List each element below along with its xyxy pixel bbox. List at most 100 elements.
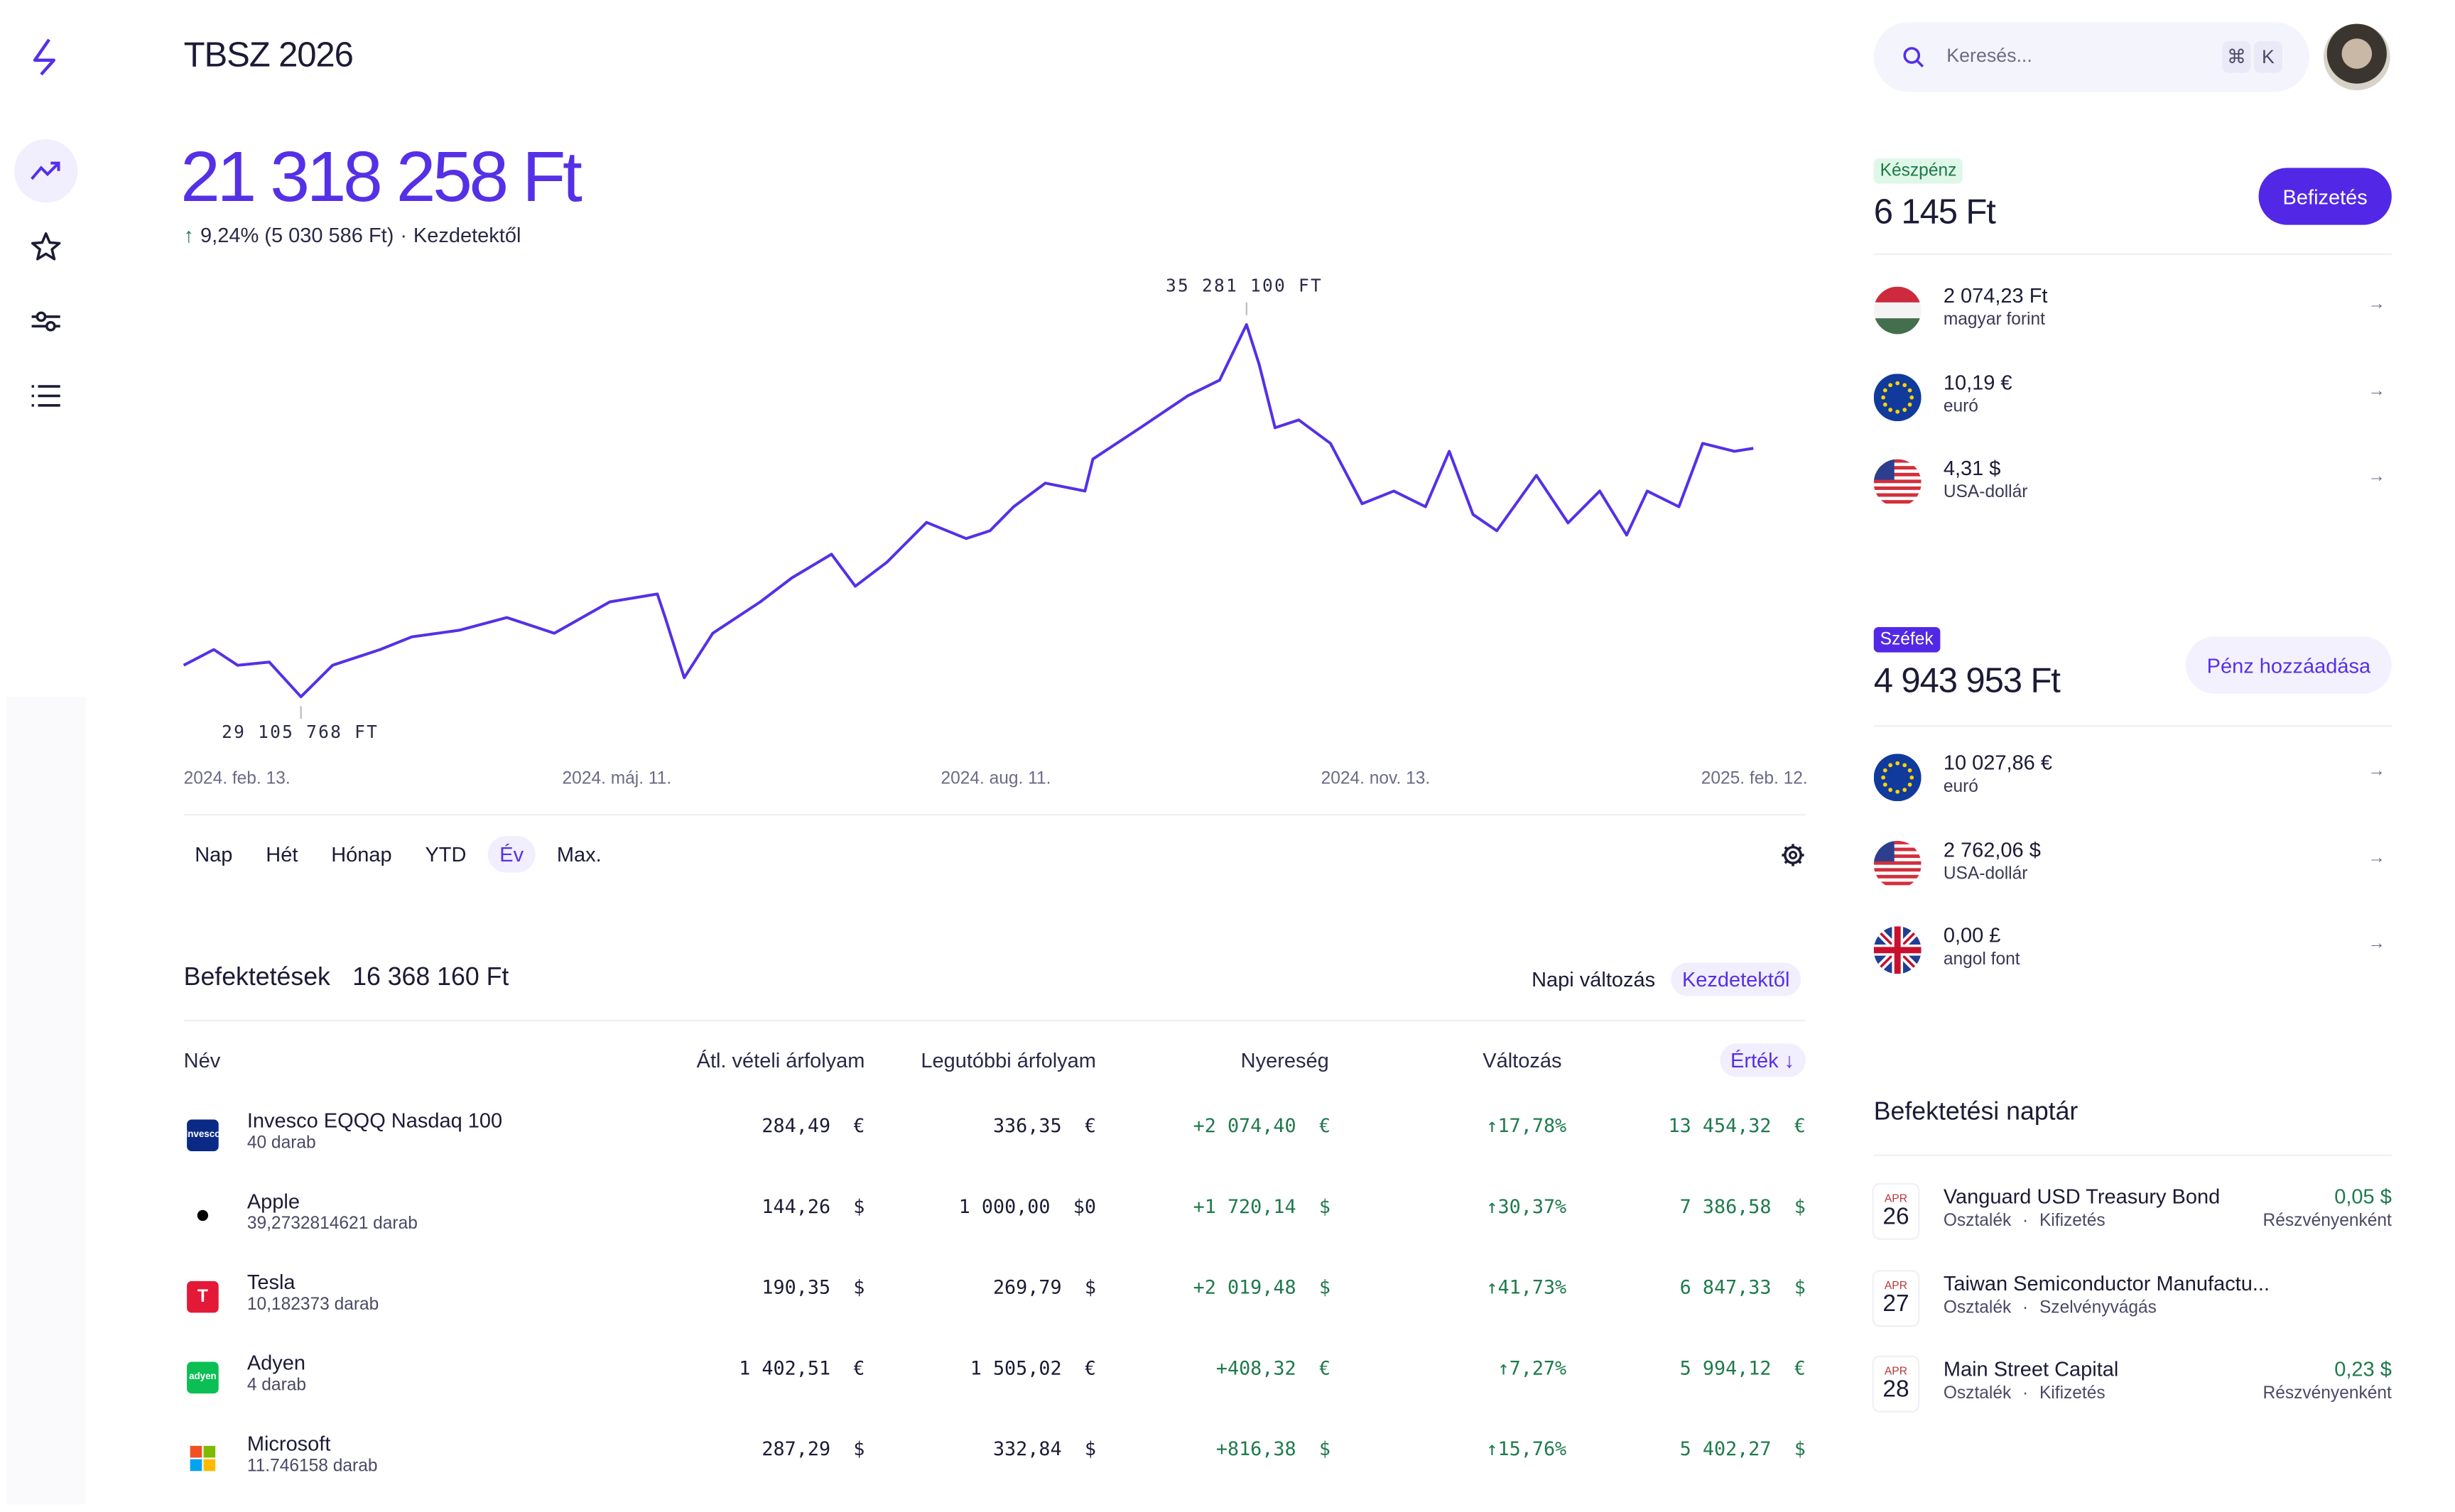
col-header-change[interactable]: Változás — [1483, 1048, 1562, 1072]
us-flag-icon — [1873, 459, 1922, 507]
apple-logo: ● — [195, 1202, 211, 1229]
search-placeholder: Keresés... — [1946, 44, 2032, 67]
tab-day[interactable]: Nap — [195, 842, 233, 866]
nav-star-icon[interactable] — [14, 215, 77, 278]
avg-price: 144,26 $ — [762, 1195, 865, 1218]
divider — [1873, 725, 2392, 727]
col-header-gain[interactable]: Nyereség — [1240, 1048, 1329, 1072]
divider — [1873, 253, 2392, 255]
table-row[interactable]: Invesco Invesco EQQQ Nasdaq 100 40 darab… — [184, 1108, 1806, 1190]
currency-row[interactable]: 2 762,06 $ USA-dollár → — [1873, 834, 2392, 897]
calendar-title: Befektetési naptár — [1873, 1099, 2079, 1126]
event-amount: 0,23 $ — [2334, 1356, 2392, 1381]
holding-name: Microsoft — [246, 1431, 331, 1456]
currency-row[interactable]: 0,00 £ angol font → — [1873, 920, 2392, 983]
company-logo-icon: ● — [187, 1200, 219, 1232]
event-day: 28 — [1882, 1376, 1909, 1403]
col-header-last-price[interactable]: Legutóbbi árfolyam — [921, 1048, 1096, 1072]
holding-value: 13 454,32 € — [1668, 1114, 1806, 1137]
chart-settings-gear-icon[interactable] — [1780, 842, 1806, 876]
event-category: Osztalék — [1943, 1298, 2012, 1317]
nav-sliders-icon[interactable] — [14, 290, 77, 353]
toggle-daily-change[interactable]: Napi változás — [1532, 967, 1656, 991]
event-kind: Kifizetés — [2039, 1383, 2106, 1403]
event-month: APR — [1884, 1280, 1908, 1292]
holding-quantity: 39,2732814621 darab — [246, 1214, 418, 1234]
last-price: 1 000,00 $0 — [958, 1195, 1096, 1218]
company-logo-icon — [187, 1442, 219, 1474]
table-row[interactable]: Microsoft 11.746158 darab 287,29 $ 332,8… — [184, 1432, 1806, 1512]
change-percent: ↑17,78% — [1486, 1114, 1567, 1137]
change-period: Kezdetektől — [413, 223, 521, 247]
table-row[interactable]: ● Apple 39,2732814621 darab 144,26 $ 1 0… — [184, 1190, 1806, 1271]
vaults-amount: 4 943 953 Ft — [1873, 660, 2061, 700]
currency-row[interactable]: 4,31 $ USA-dollár → — [1873, 453, 2392, 516]
table-row[interactable]: adyen Adyen 4 darab 1 402,51 € 1 505,02 … — [184, 1351, 1806, 1432]
deposit-button[interactable]: Befizetés — [2258, 168, 2392, 225]
event-name: Main Street Capital — [1943, 1356, 2119, 1381]
currency-row[interactable]: 2 074,23 Ft magyar forint → — [1873, 281, 2392, 344]
company-logo-icon: adyen — [187, 1361, 219, 1394]
logo-bolt-icon[interactable] — [14, 26, 77, 89]
us-flag-icon — [1873, 839, 1922, 888]
range-tabs: Nap Hét Hónap YTD Év Max. — [184, 836, 624, 873]
calendar-event[interactable]: APR 28 Main Street Capital Osztalék · Ki… — [1874, 1357, 2392, 1420]
tab-year[interactable]: Év — [488, 836, 535, 873]
divider — [183, 1019, 1806, 1022]
sidebar-background — [6, 697, 86, 1505]
arrow-right-icon: → — [2368, 294, 2385, 314]
holding-name: Adyen — [246, 1350, 306, 1375]
currency-name: euró — [1943, 396, 1978, 416]
investments-header: Befektetések 16 368 160 Ft — [184, 964, 509, 993]
shortcut-k-key: K — [2253, 40, 2282, 73]
tab-ytd[interactable]: YTD — [425, 842, 467, 866]
currency-name: magyar forint — [1943, 310, 2045, 330]
currency-name: USA-dollár — [1943, 483, 2028, 502]
vaults-badge: Széfek — [1873, 626, 1940, 653]
col-header-value-sorted[interactable]: Érték ↓ — [1719, 1043, 1806, 1077]
nav-list-icon[interactable] — [14, 364, 77, 428]
portfolio-chart[interactable] — [0, 0, 1821, 760]
calendar-event[interactable]: APR 26 Vanguard USD Treasury Bond Osztal… — [1874, 1185, 2392, 1248]
calendar-event[interactable]: APR 27 Taiwan Semiconductor Manufactu...… — [1874, 1271, 2392, 1334]
gain: +408,32 € — [1215, 1356, 1331, 1380]
holding-name: Invesco EQQQ Nasdaq 100 — [246, 1108, 503, 1133]
nav-portfolio-trend-icon[interactable] — [14, 139, 78, 203]
last-price: 332,84 $ — [992, 1437, 1096, 1460]
event-month: APR — [1884, 1194, 1908, 1205]
holding-quantity: 40 darab — [246, 1133, 316, 1153]
x-tick-label: 2025. feb. 12. — [1701, 769, 1808, 789]
event-kind: Szelvényvágás — [2039, 1298, 2157, 1317]
col-header-avg-price[interactable]: Átl. vételi árfolyam — [696, 1048, 865, 1072]
holding-value: 5 994,12 € — [1679, 1356, 1806, 1380]
currency-row[interactable]: 10 027,86 € euró → — [1873, 747, 2392, 810]
separator: · — [400, 223, 407, 247]
add-money-button[interactable]: Pénz hozzáadása — [2185, 636, 2392, 694]
tab-week[interactable]: Hét — [266, 842, 298, 866]
search-input[interactable]: Keresés... ⌘ K — [1873, 22, 2309, 92]
user-avatar[interactable] — [2323, 23, 2390, 91]
tab-month[interactable]: Hónap — [331, 842, 392, 866]
last-price: 269,79 $ — [992, 1276, 1096, 1299]
currency-balance: 10 027,86 € — [1943, 750, 2052, 775]
currency-row[interactable]: 10,19 € euró → — [1873, 366, 2392, 430]
change-percent: ↑30,37% — [1486, 1195, 1567, 1218]
toggle-since-start[interactable]: Kezdetektől — [1671, 962, 1801, 996]
event-name: Taiwan Semiconductor Manufactu... — [1943, 1271, 2270, 1295]
table-row[interactable]: T Tesla 10,182373 darab 190,35 $ 269,79 … — [184, 1270, 1806, 1351]
microsoft-logo — [190, 1445, 216, 1472]
col-header-name[interactable]: Név — [183, 1048, 221, 1072]
avg-price: 1 402,51 € — [739, 1356, 865, 1380]
event-type: Osztalék · Kifizetés — [1944, 1384, 2106, 1403]
tab-max[interactable]: Max. — [556, 842, 602, 866]
separator: · — [2022, 1211, 2029, 1231]
event-name: Vanguard USD Treasury Bond — [1943, 1184, 2221, 1209]
gain: +2 019,48 $ — [1193, 1276, 1331, 1299]
event-type: Osztalék · Szelvényvágás — [1944, 1298, 2157, 1317]
change-percent: ↑15,76% — [1486, 1437, 1567, 1460]
event-date: APR 28 — [1874, 1357, 1918, 1411]
company-logo-icon: Invesco — [185, 1119, 220, 1151]
holding-value: 5 402,27 $ — [1679, 1437, 1806, 1460]
hu-flag-icon — [1873, 286, 1922, 335]
event-category: Osztalék — [1943, 1383, 2012, 1403]
